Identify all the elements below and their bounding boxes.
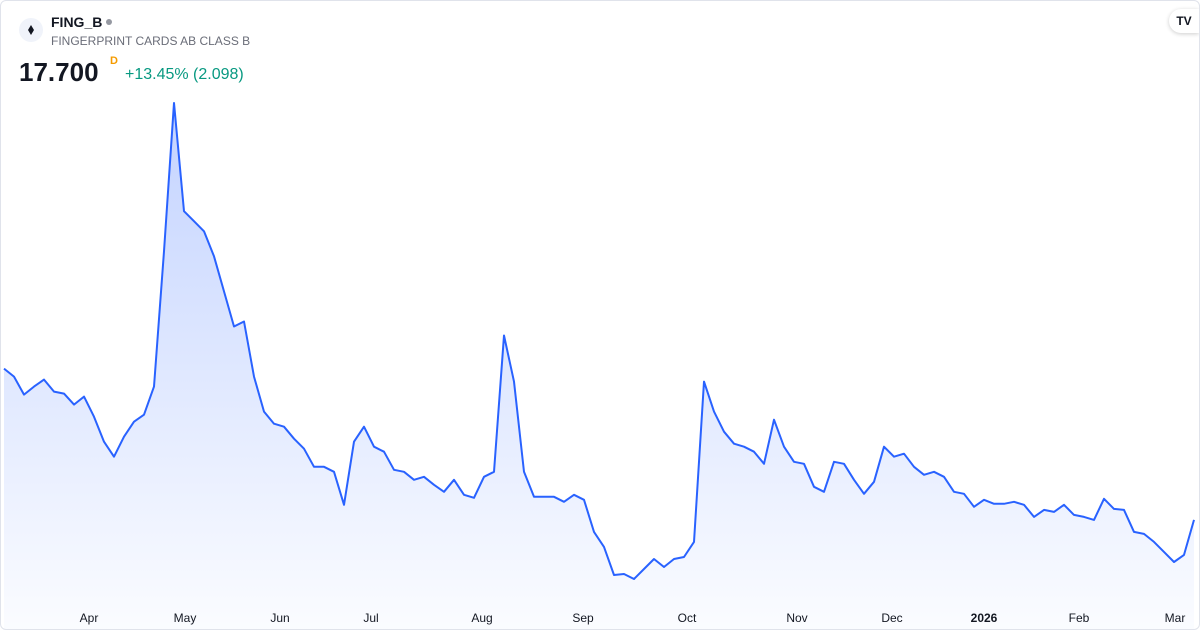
x-tick-label: Dec	[881, 611, 902, 625]
x-tick-label: Jul	[363, 611, 378, 625]
change: +13.45% (2.098)	[125, 66, 244, 83]
x-tick-label: Sep	[572, 611, 594, 625]
price: 17.700	[19, 57, 99, 87]
price-line	[3, 102, 1195, 580]
x-tick-label: Aug	[471, 611, 492, 625]
x-tick-label: Feb	[1069, 611, 1090, 625]
x-tick-label: Mar	[1165, 611, 1186, 625]
symbol-logo	[19, 18, 43, 42]
x-tick-label: Oct	[678, 611, 697, 625]
x-tick-label: Apr	[80, 611, 99, 625]
brand-logo[interactable]: TV	[1169, 9, 1199, 33]
x-tick-label: 2026	[971, 611, 998, 625]
area-fill	[4, 103, 1194, 629]
x-tick-label: Jun	[270, 611, 289, 625]
symbol-text: FING_B	[51, 14, 103, 30]
status-dot	[106, 19, 113, 25]
x-tick-label: Nov	[786, 611, 807, 625]
symbol: FING_B	[51, 14, 113, 30]
description: FINGERPRINT CARDS AB CLASS B	[51, 34, 251, 48]
interval: D	[110, 55, 118, 67]
x-tick-label: May	[174, 611, 197, 625]
